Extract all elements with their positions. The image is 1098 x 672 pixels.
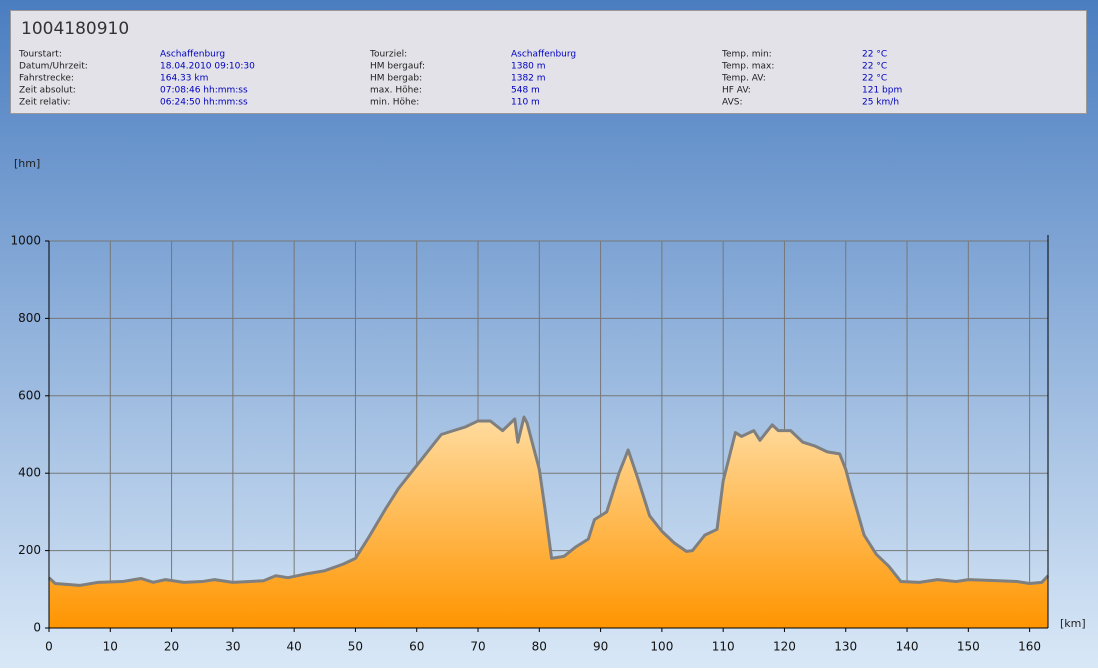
x-tick-label: 90 (593, 640, 608, 654)
field-label: HF AV: (722, 86, 751, 96)
x-tick-label: 50 (348, 640, 363, 654)
x-tick-label: 130 (834, 640, 857, 654)
field-value: 22 °C (862, 62, 887, 72)
field-value: Aschaffenburg (160, 50, 225, 60)
field-label: Fahrstrecke: (19, 74, 74, 84)
y-tick-label: 800 (18, 311, 41, 325)
field-label: Zeit relativ: (19, 98, 71, 108)
field-value: 164.33 km (160, 74, 208, 84)
y-tick-label: 200 (18, 543, 41, 557)
x-tick-label: 10 (103, 640, 118, 654)
x-tick-label: 0 (45, 640, 53, 654)
field-label: Tourstart: (18, 50, 62, 60)
x-tick-label: 150 (957, 640, 980, 654)
field-label: AVS: (722, 98, 742, 108)
y-tick-label: 1000 (10, 234, 41, 248)
field-value: 1382 m (511, 74, 546, 84)
field-label: HM bergab: (370, 74, 422, 84)
x-tick-label: 60 (409, 640, 424, 654)
field-label: Tourziel: (369, 50, 407, 60)
elevation-area (49, 417, 1048, 628)
field-value: 548 m (511, 86, 540, 96)
x-tick-label: 120 (773, 640, 796, 654)
info-panel (10, 10, 1087, 114)
x-tick-label: 20 (164, 640, 179, 654)
y-tick-label: 0 (33, 621, 41, 635)
x-tick-label: 40 (287, 640, 302, 654)
field-value: 25 km/h (862, 98, 899, 108)
field-label: Temp. min: (721, 50, 772, 60)
field-label: Zeit absolut: (19, 86, 76, 96)
x-tick-label: 110 (712, 640, 735, 654)
field-label: Temp. AV: (721, 74, 766, 84)
x-tick-label: 100 (650, 640, 673, 654)
y-axis-label: [hm] (14, 157, 40, 170)
elevation-line (47, 415, 1050, 587)
field-value: 121 bpm (862, 86, 902, 96)
x-tick-label: 160 (1018, 640, 1041, 654)
x-tick-label: 80 (532, 640, 547, 654)
field-value: 22 °C (862, 74, 887, 84)
field-value: 07:08:46 hh:mm:ss (160, 86, 248, 96)
y-tick-label: 400 (18, 466, 41, 480)
x-axis-label: [km] (1060, 617, 1086, 630)
field-value: 18.04.2010 09:10:30 (160, 62, 255, 72)
field-label: max. Höhe: (370, 86, 422, 96)
field-value: 06:24:50 hh:mm:ss (160, 98, 248, 108)
field-label: Temp. max: (721, 62, 774, 72)
field-value: 1380 m (511, 62, 546, 72)
y-tick-label: 600 (18, 388, 41, 402)
field-value: 110 m (511, 98, 540, 108)
field-label: HM bergauf: (370, 62, 425, 72)
field-value: 22 °C (862, 50, 887, 60)
field-value: Aschaffenburg (511, 50, 576, 60)
x-tick-label: 30 (225, 640, 240, 654)
field-label: min. Höhe: (370, 98, 419, 108)
panel-title: 1004180910 (21, 19, 129, 39)
field-label: Datum/Uhrzeit: (19, 62, 88, 72)
x-tick-label: 140 (896, 640, 919, 654)
x-tick-label: 70 (470, 640, 485, 654)
